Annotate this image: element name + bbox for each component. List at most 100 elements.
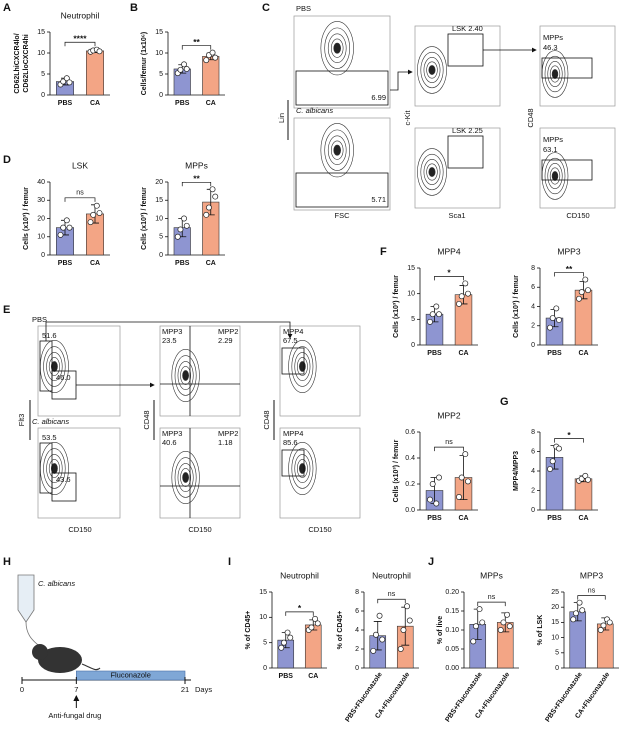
contour xyxy=(423,57,441,83)
y-tick-label: 15 xyxy=(551,619,559,626)
significance-bracket xyxy=(181,181,212,187)
y-tick-label: 0.15 xyxy=(445,608,459,615)
gate xyxy=(281,347,305,375)
significance-bracket xyxy=(434,276,464,281)
gate xyxy=(295,172,389,208)
contour xyxy=(171,450,200,504)
y-axis-label: % of CD45+ xyxy=(245,611,252,650)
label: LSK 2.40 xyxy=(452,24,483,33)
y-axis-label: Cells/femur (1x10⁶) xyxy=(141,32,148,96)
y-tick-label: 15 xyxy=(155,197,163,204)
y-tick-label: 0.4 xyxy=(405,455,415,462)
x-tick-label: PBS xyxy=(58,100,73,107)
data-point xyxy=(96,210,103,216)
contour xyxy=(333,144,341,156)
contour xyxy=(174,457,197,498)
data-point xyxy=(96,48,103,55)
label: PBS xyxy=(296,4,311,13)
label: MPP4 xyxy=(283,429,303,438)
data-point xyxy=(212,54,219,61)
label: CD150 xyxy=(188,525,211,534)
label: 67.5 xyxy=(283,336,298,345)
data-point xyxy=(476,606,483,613)
significance-label: ** xyxy=(193,174,200,184)
data-point xyxy=(549,315,556,321)
significance-label: * xyxy=(447,268,451,278)
label: CD150 xyxy=(308,525,331,534)
data-point xyxy=(60,78,67,85)
data-point xyxy=(427,318,433,325)
contour xyxy=(420,51,444,89)
data-point xyxy=(177,226,184,233)
chart-title: MPP2 xyxy=(437,410,460,420)
data-point xyxy=(470,638,477,645)
panel-letter: G xyxy=(500,396,509,408)
panel-letter: E xyxy=(3,304,10,316)
contour xyxy=(48,357,60,376)
label: MPP2 xyxy=(218,429,238,438)
data-point xyxy=(205,204,212,211)
contour xyxy=(288,339,317,393)
flow-plot-frame xyxy=(293,15,391,109)
data-point xyxy=(547,324,553,331)
data-point xyxy=(404,603,410,610)
y-tick-label: 0 xyxy=(159,92,163,99)
y-tick-label: 0 xyxy=(159,252,163,259)
y-tick-label: 4 xyxy=(531,468,535,475)
contour xyxy=(180,366,191,385)
x-tick-label: CA xyxy=(578,350,588,357)
contour xyxy=(180,468,191,487)
data-point xyxy=(556,445,562,452)
significance-label: **** xyxy=(73,33,87,43)
x-tick-label: PBS xyxy=(279,673,294,680)
data-point xyxy=(281,639,287,646)
label: 51.6 xyxy=(42,331,57,340)
contour xyxy=(423,159,441,185)
gate xyxy=(295,70,389,106)
y-tick-label: 10 xyxy=(37,50,45,57)
contour xyxy=(551,69,559,79)
x-tick-label: CA xyxy=(458,350,468,357)
data-point xyxy=(597,627,604,633)
label: 53.5 xyxy=(42,433,57,442)
data-point xyxy=(379,636,386,643)
contour xyxy=(48,459,60,478)
y-tick-label: 4 xyxy=(531,303,535,310)
label: 2.29 xyxy=(218,336,233,345)
data-point xyxy=(284,629,291,636)
flow-plot-frame xyxy=(539,25,616,107)
flow-plot-frame xyxy=(279,427,361,519)
y-tick-label: 25 xyxy=(551,589,559,596)
contour xyxy=(324,27,351,69)
data-point xyxy=(497,627,504,633)
data-point xyxy=(456,494,462,500)
y-tick-label: 10 xyxy=(155,50,163,57)
data-point xyxy=(473,623,479,630)
data-point xyxy=(462,280,469,287)
data-point xyxy=(547,466,553,472)
chart-title: Neutrophil xyxy=(280,570,319,580)
contour xyxy=(324,129,351,171)
data-point xyxy=(465,478,471,485)
panel-letter: B xyxy=(130,2,138,14)
y-tick-label: 0.0 xyxy=(405,507,415,514)
contour xyxy=(426,163,438,181)
contour xyxy=(327,33,347,63)
label: 5.71 xyxy=(371,195,386,204)
significance-label: ** xyxy=(566,264,573,274)
data-point xyxy=(429,311,436,318)
contour xyxy=(43,346,66,387)
y-tick-label: 15 xyxy=(407,265,415,272)
y-tick-label: 0 xyxy=(263,665,267,672)
contour xyxy=(426,61,438,79)
significance-bracket xyxy=(434,446,464,452)
label: Flt3 xyxy=(17,414,26,427)
significance-label: * xyxy=(298,603,302,613)
contour xyxy=(174,355,197,396)
y-tick-label: 0 xyxy=(531,342,535,349)
contour xyxy=(330,140,344,160)
label: C. albicans xyxy=(38,579,75,588)
contour xyxy=(330,38,344,58)
label: Anti-fungal drug xyxy=(48,711,101,720)
label: MPP3 xyxy=(162,429,182,438)
